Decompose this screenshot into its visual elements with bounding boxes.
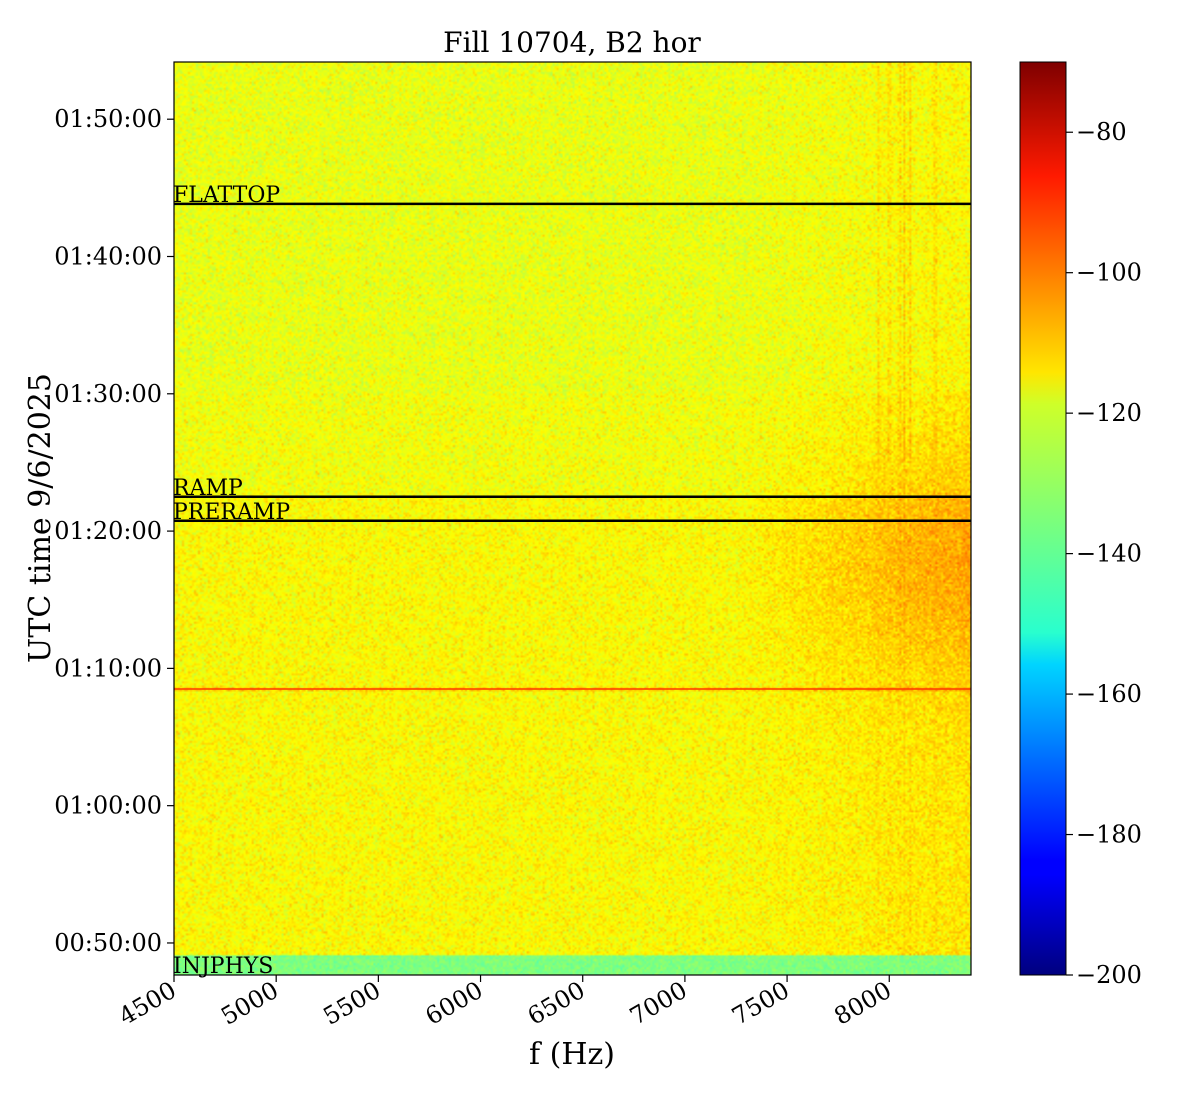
y-axis: 00:50:00 01:00:00 01:10:00 01:20:00 01:30:00…: [54, 105, 174, 957]
x-tick-label: 4500: [114, 976, 181, 1031]
colorbar-tick-label: −100: [1076, 259, 1142, 287]
chart-title: Fill 10704, B2 hor: [443, 26, 701, 59]
colorbar-ticks: −80 −100 −120 −140 −160 −180 −200: [1066, 118, 1142, 989]
y-tick-label: 01:10:00: [54, 654, 162, 682]
colorbar-gradient: [1019, 61, 1067, 976]
x-axis-label: f (Hz): [529, 1037, 615, 1072]
y-axis-label: UTC time 9/6/2025: [23, 373, 58, 663]
phase-label-ramp: RAMP: [173, 476, 243, 501]
spectrogram-heatmap: [174, 62, 971, 975]
y-tick-label: 01:00:00: [54, 792, 162, 820]
y-tick-label: 01:30:00: [54, 380, 162, 408]
y-tick-label: 01:20:00: [54, 517, 162, 545]
x-tick-label: 6500: [523, 976, 590, 1031]
x-tick-label: 6000: [421, 976, 488, 1031]
y-tick-label: 00:50:00: [54, 929, 162, 957]
colorbar-tick-label: −180: [1076, 821, 1142, 849]
x-tick-label: 7000: [625, 976, 692, 1031]
colorbar-tick-label: −160: [1076, 680, 1142, 708]
colorbar-tick-label: −80: [1076, 118, 1127, 146]
y-tick-label: 01:50:00: [54, 105, 162, 133]
x-tick-label: 8000: [829, 976, 896, 1031]
colorbar-tick-label: −140: [1076, 540, 1142, 568]
phase-label-flattop: FLATTOP: [173, 183, 280, 208]
plot-frame: [173, 61, 972, 976]
x-tick-label: 7500: [727, 976, 794, 1031]
x-axis: 4500 5000 5500 6000 6500 7000 7500 8000: [114, 975, 896, 1031]
colorbar-tick-label: −200: [1076, 961, 1142, 989]
colorbar: −80 −100 −120 −140 −160 −180 −200: [1019, 61, 1142, 989]
x-tick-label: 5000: [216, 976, 283, 1031]
colorbar-tick-label: −120: [1076, 399, 1142, 427]
y-tick-label: 01:40:00: [54, 242, 162, 270]
phase-label-preramp: PRERAMP: [173, 500, 290, 525]
x-tick-label: 5500: [318, 976, 385, 1031]
